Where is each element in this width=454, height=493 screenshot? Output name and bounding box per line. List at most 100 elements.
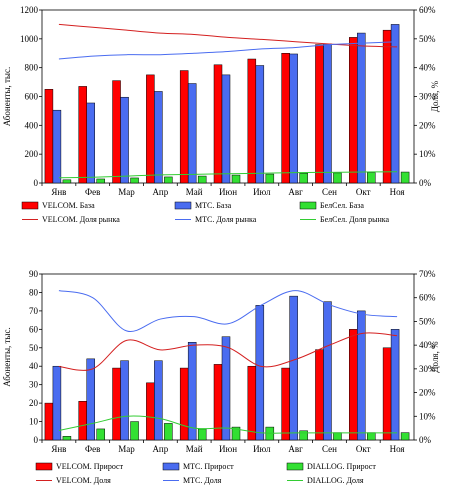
y-tick-label: 50 — [29, 343, 39, 353]
x-tick-label: Апр — [152, 187, 168, 197]
legend-label: VELCOM. База — [42, 201, 95, 210]
x-tick-label: Окт — [356, 187, 371, 197]
bar-diallog-прирост — [367, 432, 376, 441]
line-мтс-доля-рынка — [58, 41, 398, 60]
y-axis-title: Абоненты, тыс. — [2, 327, 12, 386]
bar-мтс-прирост — [390, 329, 400, 441]
bar-velcom-база — [281, 53, 290, 184]
y-tick-label: 0 — [34, 435, 39, 445]
x-tick-label: Фев — [85, 187, 100, 197]
y-tick-label: 200 — [25, 149, 39, 159]
y2-axis-title: Доля, % — [430, 80, 440, 112]
y-tick-label: 10 — [29, 417, 39, 427]
bar-белсел-база — [164, 176, 173, 184]
bar-мтс-база — [357, 32, 366, 184]
y-tick-label: 80 — [29, 287, 39, 297]
bar-белсел-база — [96, 178, 105, 184]
bar-velcom-база — [78, 86, 87, 184]
legend-label: МТС. Прирост — [183, 462, 234, 471]
line-diallog-доля — [58, 415, 398, 434]
bar-белсел-база — [197, 175, 207, 184]
y2-tick-label: 20% — [419, 120, 436, 130]
bar-белсел-база — [400, 171, 410, 184]
bar-velcom-прирост — [44, 402, 54, 441]
legend-swatch — [21, 201, 39, 210]
bar-мтс-прирост — [323, 301, 332, 441]
x-tick-label: Авг — [288, 444, 303, 454]
bar-diallog-прирост — [96, 428, 105, 441]
y-tick-label: 90 — [29, 269, 39, 279]
bar-velcom-база — [179, 70, 189, 184]
legend-label: МТС. База — [195, 201, 232, 210]
bar-velcom-прирост — [382, 347, 392, 441]
bar-белсел-база — [299, 172, 308, 184]
bar-мтс-база — [390, 24, 400, 184]
y2-tick-label: 0% — [419, 178, 432, 188]
line-белсел-доля-рынка — [58, 171, 398, 179]
bar-мтс-база — [154, 91, 163, 184]
bar-белсел-база — [130, 177, 139, 184]
x-tick-label: Апр — [152, 444, 168, 454]
legend-label: МТС. Доля рынка — [195, 215, 257, 224]
y-tick-label: 1000 — [20, 34, 39, 44]
bar-velcom-база — [247, 58, 257, 184]
x-tick-label: Сен — [322, 444, 337, 454]
bar-velcom-прирост — [112, 367, 121, 441]
bar-velcom-база — [213, 64, 223, 184]
bar-мтс-база — [255, 65, 265, 184]
bar-diallog-прирост — [231, 426, 241, 441]
y-tick-label: 60 — [29, 324, 39, 334]
x-tick-label: Май — [186, 444, 203, 454]
x-tick-label: Ноя — [390, 444, 405, 454]
bar-diallog-прирост — [400, 432, 410, 441]
bar-белсел-база — [367, 172, 376, 184]
bar-velcom-прирост — [179, 367, 189, 441]
y-tick-label: 600 — [25, 92, 39, 102]
y-tick-label: 400 — [25, 120, 39, 130]
y2-tick-label: 40% — [419, 63, 436, 73]
bar-diallog-прирост — [197, 428, 207, 441]
x-tick-label: Фев — [85, 444, 100, 454]
x-tick-label: Июн — [219, 187, 237, 197]
y2-tick-label: 60% — [419, 293, 436, 303]
legend-label: БелСел. Доля рынка — [320, 215, 390, 224]
y2-tick-label: 10% — [419, 149, 436, 159]
bar-белсел-база — [265, 173, 275, 184]
y2-tick-label: 60% — [419, 5, 436, 15]
bar-мтс-база — [86, 102, 95, 184]
x-tick-label: Авг — [288, 187, 303, 197]
y2-tick-label: 30% — [419, 364, 436, 374]
legend-swatch — [286, 462, 304, 471]
legend-swatch — [174, 201, 192, 210]
bar-мтс-прирост — [120, 360, 129, 441]
x-tick-label: Мар — [118, 187, 135, 197]
x-tick-label: Июн — [219, 444, 237, 454]
x-tick-label: Ноя — [390, 187, 405, 197]
bar-velcom-база — [315, 44, 324, 184]
bar-velcom-прирост — [281, 367, 290, 441]
bar-мтс-база — [323, 43, 332, 184]
bar-мтс-прирост — [289, 295, 298, 441]
y2-tick-label: 50% — [419, 34, 436, 44]
bar-мтс-прирост — [154, 360, 163, 441]
x-tick-label: Май — [186, 187, 203, 197]
y2-tick-label: 20% — [419, 388, 436, 398]
bar-velcom-прирост — [146, 382, 155, 441]
legend-label: МТС. Доля — [183, 476, 222, 485]
bar-velcom-база — [146, 74, 155, 184]
y-tick-label: 40 — [29, 361, 39, 371]
bar-мтс-база — [120, 96, 129, 184]
bar-белсел-база — [231, 174, 241, 184]
bar-мтс-база — [289, 53, 298, 184]
y2-tick-label: 50% — [419, 316, 436, 326]
x-tick-label: Окт — [356, 444, 371, 454]
x-tick-label: Июл — [253, 187, 271, 197]
bar-мтс-прирост — [52, 365, 62, 441]
bar-мтс-база — [52, 109, 62, 184]
bar-мтс-прирост — [86, 358, 95, 441]
y-tick-label: 70 — [29, 306, 39, 316]
bar-мтс-прирост — [357, 310, 366, 441]
line-velcom-доля-рынка — [58, 23, 398, 48]
bar-diallog-прирост — [130, 421, 139, 441]
